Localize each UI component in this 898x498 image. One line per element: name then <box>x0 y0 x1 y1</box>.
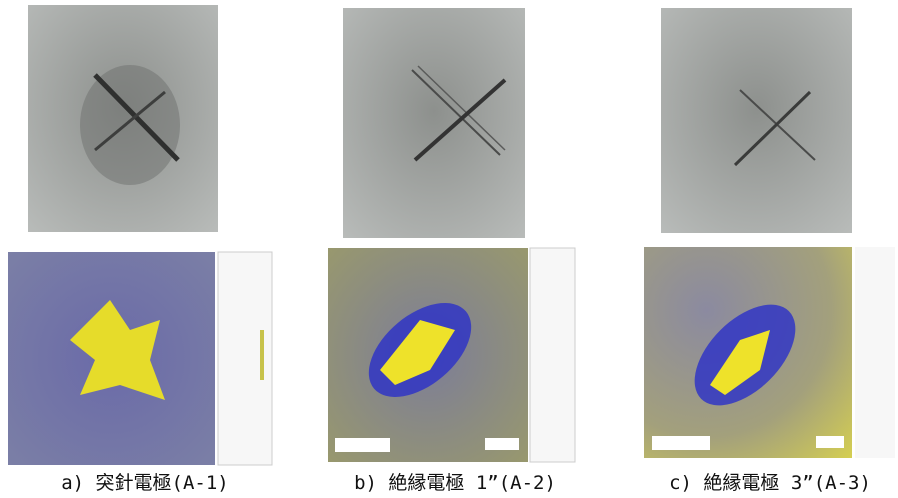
photo-a <box>28 5 218 232</box>
scan-b <box>328 248 575 462</box>
caption: c) 絶縁電極 3”(A-3) <box>669 472 871 494</box>
photo-c <box>661 8 852 233</box>
figure: a) 突針電極(A-1) b) 絶縁電極 1”(A-2) c) 絶縁電極 3”(… <box>0 0 898 498</box>
scan-a <box>8 252 272 465</box>
caption: b) 絶縁電極 1”(A-2) <box>354 472 556 494</box>
scan-c <box>644 247 895 458</box>
photo-b <box>343 8 525 238</box>
caption: a) 突針電極(A-1) <box>61 472 229 494</box>
